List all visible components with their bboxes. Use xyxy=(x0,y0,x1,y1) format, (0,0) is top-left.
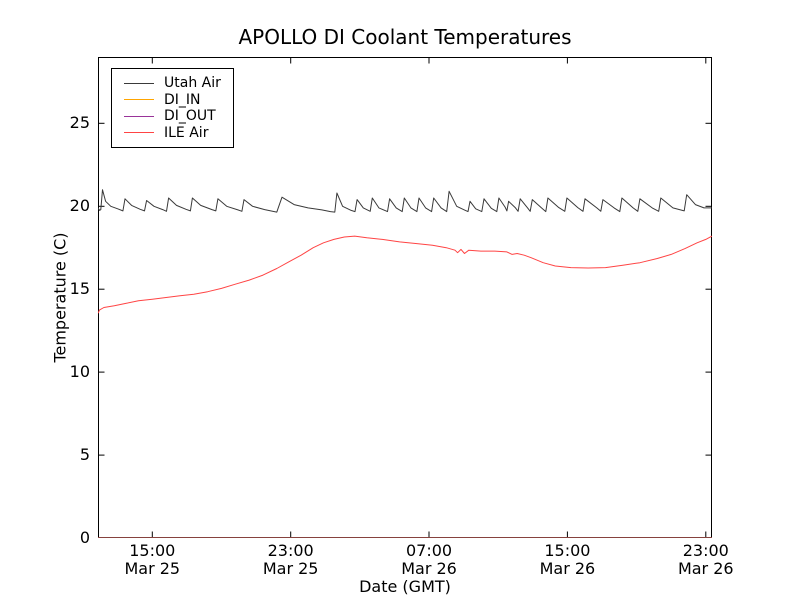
y-tick-label: 15 xyxy=(69,279,90,299)
legend-item-di-in: DI_IN xyxy=(124,92,221,109)
legend-line-swatch xyxy=(124,115,154,117)
y-axis-label: Temperature (C) xyxy=(50,232,70,363)
y-tick-label: 0 xyxy=(79,528,90,547)
x-tick-time: 07:00 xyxy=(405,541,453,560)
y-tick-label: 25 xyxy=(69,113,90,133)
y-tick-label: 5 xyxy=(79,445,90,465)
y-tick-label: 20 xyxy=(69,196,90,216)
legend-label: ILE Air xyxy=(164,124,209,141)
x-axis-label: Date (GMT) xyxy=(359,577,451,596)
x-tick-label: 15:00 Mar 26 xyxy=(540,542,596,578)
legend-line-swatch xyxy=(124,82,154,84)
x-tick-label: 15:00 Mar 25 xyxy=(124,542,180,578)
legend-item-ile-air: ILE Air xyxy=(124,125,221,142)
series-line-ile-air xyxy=(98,235,712,314)
x-tick-time: 23:00 xyxy=(682,541,729,560)
x-tick-label: 07:00 Mar 26 xyxy=(401,542,457,578)
x-tick-date: Mar 25 xyxy=(124,559,181,578)
y-tick-label: 10 xyxy=(69,362,90,382)
x-tick-date: Mar 26 xyxy=(539,559,596,578)
legend: Utah Air DI_IN DI_OUT ILE Air xyxy=(111,68,234,148)
x-tick-time: 15:00 xyxy=(544,541,591,560)
chart-title: APOLLO DI Coolant Temperatures xyxy=(238,25,572,49)
x-tick-time: 15:00 xyxy=(129,541,176,560)
x-tick-date: Mar 26 xyxy=(677,559,734,578)
legend-label: Utah Air xyxy=(164,75,221,92)
x-tick-label: 23:00 Mar 26 xyxy=(678,542,734,578)
x-tick-time: 23:00 xyxy=(267,541,314,560)
x-tick-label: 23:00 Mar 25 xyxy=(263,542,319,578)
legend-line-swatch xyxy=(124,99,154,101)
legend-line-swatch xyxy=(124,132,154,134)
x-tick-date: Mar 26 xyxy=(401,559,457,578)
legend-item-di-out: DI_OUT xyxy=(124,108,221,125)
plot-area xyxy=(98,57,712,538)
x-tick-date: Mar 25 xyxy=(262,559,319,578)
series-line-utah-air xyxy=(98,189,712,213)
legend-label: DI_OUT xyxy=(164,108,216,125)
legend-label: DI_IN xyxy=(164,91,201,108)
legend-item-utah-air: Utah Air xyxy=(124,75,221,92)
